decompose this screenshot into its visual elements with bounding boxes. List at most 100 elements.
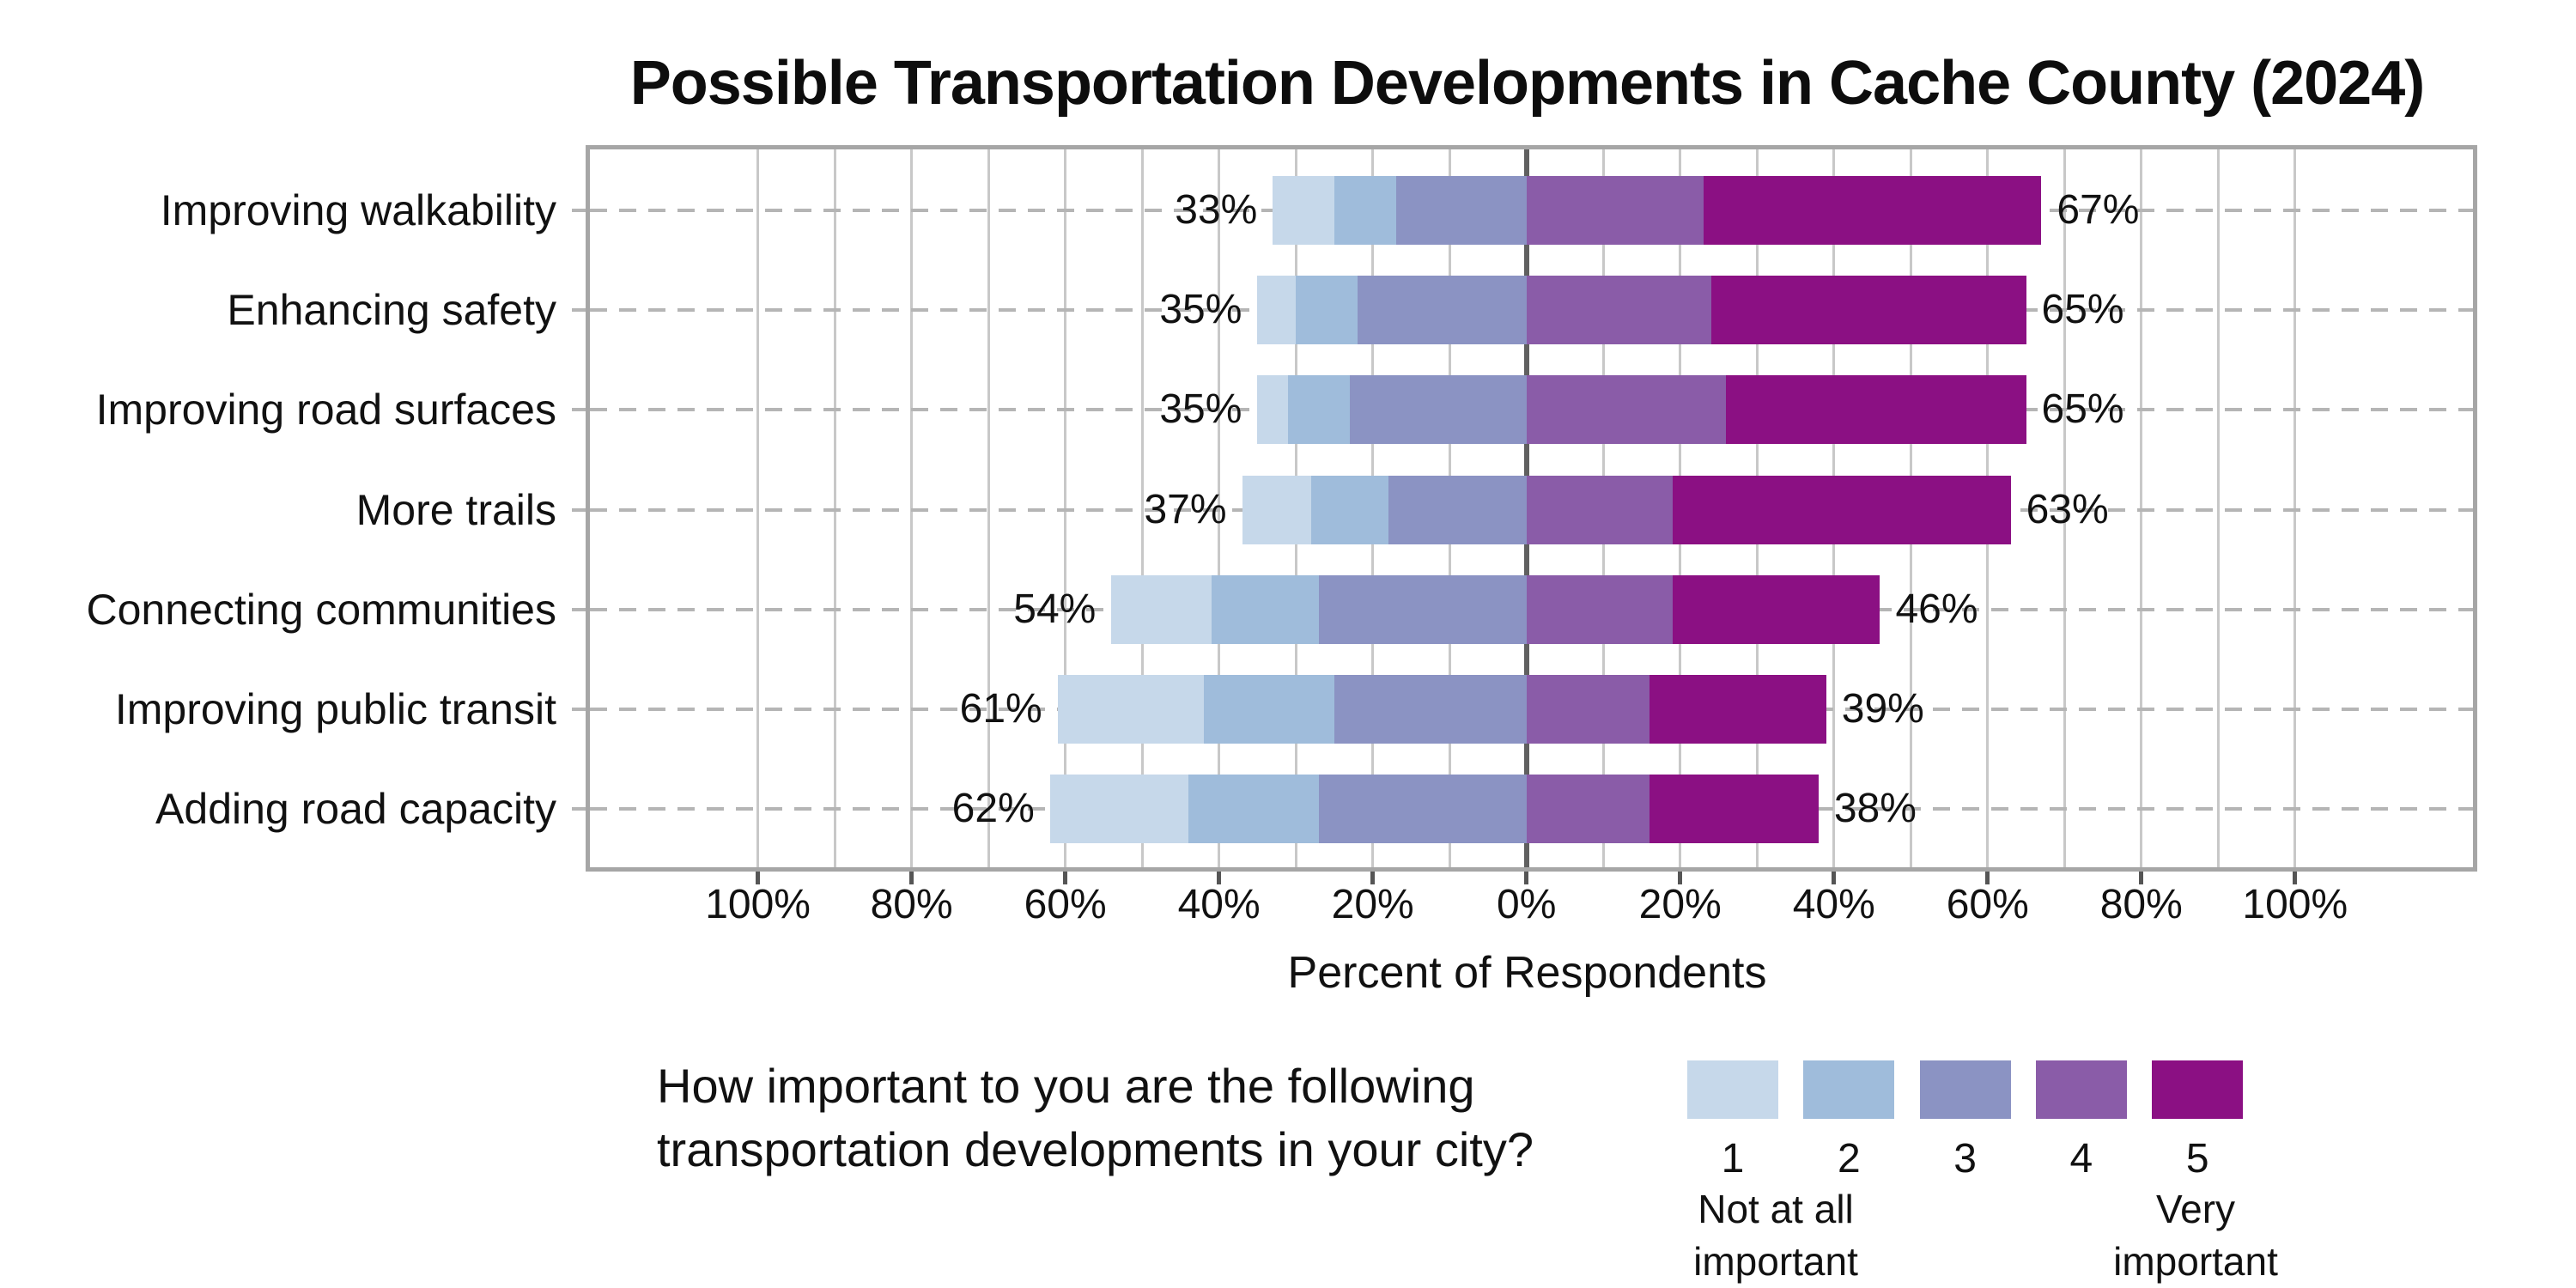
bar-segment-rating4-row6 xyxy=(1526,775,1649,844)
bar-segment-rating4-row2 xyxy=(1526,375,1727,445)
right-total-label: 65% xyxy=(2041,287,2124,333)
y-tick-6 xyxy=(572,807,586,811)
legend-number-1: 1 xyxy=(1721,1136,1745,1182)
bar-segment-rating5-row1 xyxy=(1710,276,2026,345)
left-total-label: 33% xyxy=(1175,187,1258,233)
x-tick-label-80: 80% xyxy=(2099,882,2183,927)
x-tick-60 xyxy=(1985,872,1990,884)
right-total-label: 46% xyxy=(1895,586,1978,632)
left-total-label: 61% xyxy=(959,685,1042,732)
x-tick-label--40: 40% xyxy=(1177,882,1261,927)
bar-segment-rating2-row1 xyxy=(1296,276,1358,345)
bar-segment-rating1-row6 xyxy=(1049,775,1188,844)
legend-max-caption: Very important xyxy=(2067,1183,2324,1288)
legend-max-caption-line1: Very xyxy=(2155,1187,2236,1231)
bar-segment-rating3-row2 xyxy=(1349,375,1527,445)
x-tick-label-100: 100% xyxy=(2242,882,2348,927)
bar-segment-rating5-row0 xyxy=(1703,176,2042,245)
plot-area xyxy=(586,145,2477,872)
bar-segment-rating1-row5 xyxy=(1057,674,1204,744)
y-tick-0 xyxy=(572,209,586,212)
y-tick-5 xyxy=(572,707,586,711)
category-label: Improving public transit xyxy=(114,684,556,733)
bar-segment-rating2-row0 xyxy=(1334,176,1396,245)
x-tick-label-20: 20% xyxy=(1638,882,1722,927)
x-tick-label--60: 60% xyxy=(1024,882,1107,927)
x-tick-80 xyxy=(2139,872,2144,884)
bar-segment-rating5-row5 xyxy=(1649,674,1826,744)
x-tick--100 xyxy=(756,872,761,884)
bar-segment-rating4-row3 xyxy=(1526,475,1673,544)
right-total-label: 38% xyxy=(1833,786,1917,832)
category-label: Connecting communities xyxy=(86,585,557,634)
bar-segment-rating5-row6 xyxy=(1649,775,1819,844)
left-total-label: 54% xyxy=(1013,586,1097,632)
category-label: Improving walkability xyxy=(160,186,556,234)
bar-segment-rating3-row1 xyxy=(1357,276,1527,345)
x-tick--80 xyxy=(909,872,914,884)
legend-swatch-5 xyxy=(2152,1060,2244,1119)
x-tick--40 xyxy=(1217,872,1222,884)
legend-min-caption-line2: important xyxy=(1693,1239,1858,1284)
bar-segment-rating1-row2 xyxy=(1257,375,1289,445)
x-tick-label--100: 100% xyxy=(705,882,811,927)
bar-segment-rating5-row4 xyxy=(1672,574,1880,644)
bar-segment-rating2-row3 xyxy=(1311,475,1388,544)
x-tick-label-40: 40% xyxy=(1792,882,1875,927)
category-label: Enhancing safety xyxy=(227,286,556,335)
bar-segment-rating2-row6 xyxy=(1188,775,1319,844)
bar-segment-rating3-row0 xyxy=(1395,176,1527,245)
left-total-label: 35% xyxy=(1159,287,1242,333)
bar-segment-rating1-row0 xyxy=(1273,176,1334,245)
x-tick-100 xyxy=(2293,872,2298,884)
bar-segment-rating1-row3 xyxy=(1242,475,1312,544)
bar-segment-rating5-row3 xyxy=(1672,475,2011,544)
bar-segment-rating3-row6 xyxy=(1319,775,1527,844)
x-tick-0 xyxy=(1524,872,1529,884)
legend-swatch-3 xyxy=(1919,1060,2011,1119)
right-total-label: 65% xyxy=(2041,386,2124,433)
legend-number-3: 3 xyxy=(1953,1136,1977,1182)
x-tick-label-60: 60% xyxy=(1946,882,2029,927)
legend-number-2: 2 xyxy=(1837,1136,1861,1182)
x-tick--60 xyxy=(1063,872,1068,884)
legend-swatch-4 xyxy=(2035,1060,2127,1119)
category-label: Improving road surfaces xyxy=(95,386,556,434)
y-tick-2 xyxy=(572,408,586,412)
y-tick-4 xyxy=(572,607,586,611)
right-total-label: 67% xyxy=(2057,187,2140,233)
right-total-label: 39% xyxy=(1841,685,1924,732)
legend-swatch-2 xyxy=(1803,1060,1895,1119)
caption-line-2: transportation developments in your city… xyxy=(657,1122,1534,1176)
bar-segment-rating3-row3 xyxy=(1388,475,1527,544)
bar-segment-rating4-row4 xyxy=(1526,574,1673,644)
bar-segment-rating4-row0 xyxy=(1526,176,1704,245)
x-tick-20 xyxy=(1678,872,1683,884)
bar-segment-rating2-row5 xyxy=(1203,674,1334,744)
right-total-label: 63% xyxy=(2026,486,2109,532)
left-total-label: 35% xyxy=(1159,386,1242,433)
legend-number-4: 4 xyxy=(2069,1136,2093,1182)
x-tick-label-0: 0% xyxy=(1497,882,1557,927)
left-total-label: 37% xyxy=(1144,486,1227,532)
x-tick-label--20: 20% xyxy=(1331,882,1414,927)
bar-segment-rating2-row4 xyxy=(1211,574,1320,644)
bar-segment-rating4-row1 xyxy=(1526,276,1711,345)
category-label: More trails xyxy=(355,485,556,534)
legend-swatch-1 xyxy=(1687,1060,1778,1119)
y-tick-1 xyxy=(572,308,586,313)
legend-min-caption-line1: Not at all xyxy=(1698,1187,1854,1231)
bar-segment-rating1-row4 xyxy=(1111,574,1212,644)
category-label: Adding road capacity xyxy=(155,785,556,834)
bar-segment-rating2-row2 xyxy=(1288,375,1350,445)
bar-segment-rating3-row4 xyxy=(1319,574,1527,644)
x-tick-label--80: 80% xyxy=(870,882,953,927)
bar-segment-rating4-row5 xyxy=(1526,674,1649,744)
x-axis-title: Percent of Respondents xyxy=(1287,948,1767,998)
x-tick--20 xyxy=(1370,872,1376,884)
legend-max-caption-line2: important xyxy=(2113,1239,2278,1284)
caption-line-1: How important to you are the following xyxy=(657,1059,1475,1113)
bar-segment-rating5-row2 xyxy=(1726,375,2026,445)
chart-title: Possible Transportation Developments in … xyxy=(629,49,2426,118)
